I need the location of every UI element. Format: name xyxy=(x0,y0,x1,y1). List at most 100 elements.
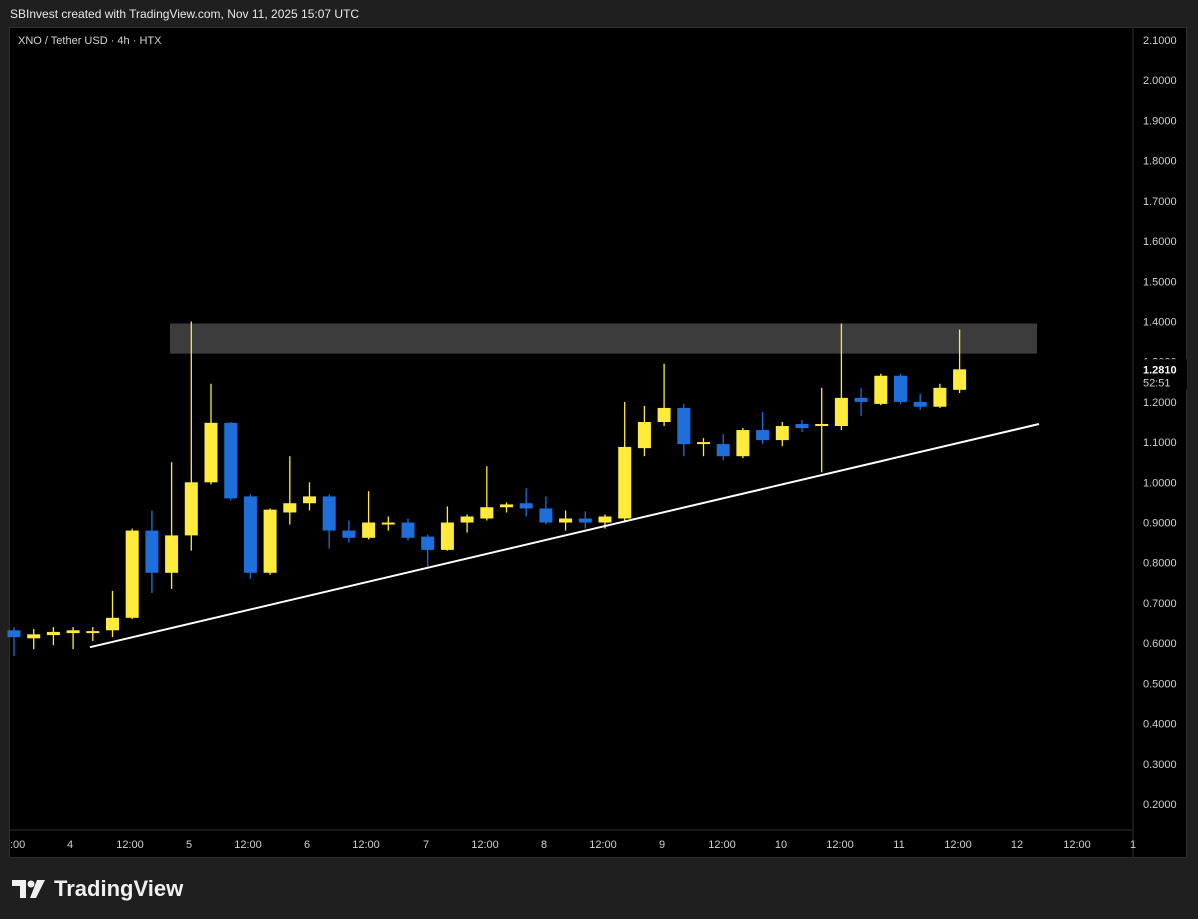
candle[interactable] xyxy=(283,456,297,525)
y-tick-label: 2.1000 xyxy=(1143,35,1177,47)
candle[interactable] xyxy=(894,373,907,404)
candle[interactable] xyxy=(46,627,60,646)
candle[interactable] xyxy=(815,387,829,473)
candle-body xyxy=(795,424,809,429)
candle[interactable] xyxy=(480,466,494,521)
candle[interactable] xyxy=(578,511,592,529)
tradingview-logo[interactable]: TradingView xyxy=(12,876,183,902)
candle[interactable] xyxy=(204,383,218,485)
candle[interactable] xyxy=(460,514,474,533)
candle[interactable] xyxy=(795,419,809,433)
candle[interactable] xyxy=(145,510,159,593)
candle-body xyxy=(342,530,356,538)
brand-name: TradingView xyxy=(54,876,184,901)
candle[interactable] xyxy=(657,363,671,427)
candle[interactable] xyxy=(401,518,415,541)
candle-body xyxy=(480,507,494,519)
candle-body xyxy=(145,530,159,573)
candle-body xyxy=(519,503,533,509)
candle[interactable] xyxy=(500,502,513,513)
candle[interactable] xyxy=(165,462,179,589)
candle[interactable] xyxy=(263,508,277,575)
x-tick-label: 12 xyxy=(1011,839,1023,851)
candle-body xyxy=(953,369,967,390)
x-tick-label: 12:00 xyxy=(234,839,262,851)
candle[interactable] xyxy=(756,411,770,445)
candle[interactable] xyxy=(637,405,651,457)
candle-body xyxy=(539,508,553,523)
candle-body xyxy=(125,530,139,618)
y-tick-label: 1.4000 xyxy=(1143,316,1177,328)
y-tick-label: 0.3000 xyxy=(1143,759,1177,771)
candle[interactable] xyxy=(184,321,198,551)
last-price-value: 1.2810 xyxy=(1143,364,1177,376)
candle[interactable] xyxy=(362,491,376,540)
bar-countdown: 52:51 xyxy=(1143,377,1171,389)
candle[interactable] xyxy=(539,496,553,525)
y-tick-label: 0.8000 xyxy=(1143,558,1177,570)
candle[interactable] xyxy=(933,383,947,408)
x-tick-label: 9 xyxy=(659,839,665,851)
candle[interactable] xyxy=(519,488,533,517)
ascending-trendline[interactable] xyxy=(89,423,1040,649)
candle-body xyxy=(7,630,21,638)
candle-body xyxy=(460,516,474,523)
candle-body xyxy=(657,407,671,422)
candle[interactable] xyxy=(440,506,454,551)
candle-body xyxy=(854,397,868,402)
candle[interactable] xyxy=(874,373,888,406)
candle-body xyxy=(421,536,435,550)
resistance-zone[interactable] xyxy=(170,323,1037,354)
candle[interactable] xyxy=(381,516,395,531)
candle-body xyxy=(598,516,612,523)
candle[interactable] xyxy=(559,510,573,531)
candle-body xyxy=(913,401,927,407)
candle[interactable] xyxy=(303,482,316,511)
candle[interactable] xyxy=(27,629,41,650)
candle-body xyxy=(834,397,848,427)
candle[interactable] xyxy=(322,494,336,549)
candle[interactable] xyxy=(66,627,80,650)
candle[interactable] xyxy=(342,520,356,543)
candle-body xyxy=(184,482,198,536)
candle[interactable] xyxy=(7,627,21,657)
x-tick-label: 12:00 xyxy=(589,839,617,851)
x-tick-label: 4 xyxy=(67,839,73,851)
x-tick-label: 7 xyxy=(423,839,429,851)
y-tick-label: 0.9000 xyxy=(1143,518,1177,530)
candle[interactable] xyxy=(953,329,967,394)
candle[interactable] xyxy=(224,422,238,501)
candle[interactable] xyxy=(86,627,100,642)
y-tick-label: 1.8000 xyxy=(1143,156,1177,168)
x-tick-label: 12:00 xyxy=(471,839,499,851)
x-tick-label: 10 xyxy=(775,839,787,851)
candle[interactable] xyxy=(736,428,750,459)
candle-body xyxy=(283,503,297,513)
x-tick-label: 1 xyxy=(1130,839,1136,851)
candle[interactable] xyxy=(913,393,927,410)
candle[interactable] xyxy=(716,434,730,461)
candle-body xyxy=(894,375,907,402)
x-tick-label: 12:00 xyxy=(944,839,972,851)
candle[interactable] xyxy=(677,403,691,457)
candle[interactable] xyxy=(421,534,435,567)
candle-body xyxy=(440,522,454,550)
candle-body xyxy=(263,509,277,573)
x-tick-label: 12:00 xyxy=(352,839,380,851)
candle-body xyxy=(362,522,376,538)
candle[interactable] xyxy=(775,422,789,447)
candle[interactable] xyxy=(243,494,257,579)
x-tick-label: 12:00 xyxy=(708,839,736,851)
candle[interactable] xyxy=(697,438,710,457)
candle[interactable] xyxy=(854,387,868,416)
y-tick-label: 1.6000 xyxy=(1143,236,1177,248)
candle-body xyxy=(165,535,179,573)
candle-body xyxy=(66,630,80,634)
candle[interactable] xyxy=(618,401,632,523)
candle[interactable] xyxy=(125,528,139,620)
candle[interactable] xyxy=(834,323,848,431)
candle[interactable] xyxy=(106,590,119,638)
candle-body xyxy=(204,422,218,483)
candle-body xyxy=(775,426,789,441)
